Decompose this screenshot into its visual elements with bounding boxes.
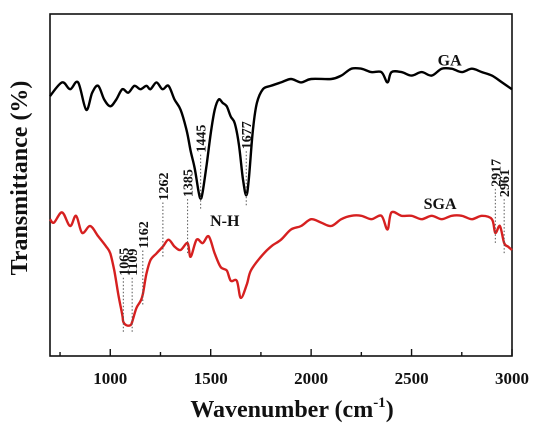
x-tick-label-1000: 1000	[93, 369, 127, 388]
x-tick-label-3000: 3000	[495, 369, 529, 388]
series-line-sga	[49, 210, 513, 327]
x-axis-title: Wavenumber (cm-1)	[190, 395, 393, 423]
x-tick-label-2000: 2000	[294, 369, 328, 388]
peak-label-1445: 1445	[195, 125, 210, 153]
x-axis-title-close: )	[386, 397, 394, 423]
peak-label-1109: 1109	[126, 249, 141, 276]
plot-area	[49, 13, 513, 357]
x-tick-label-2500: 2500	[395, 369, 429, 388]
peak-label-1162: 1162	[137, 221, 152, 248]
y-axis-title: Transmittance (%)	[7, 81, 33, 276]
x-axis-title-main: Wavenumber (cm	[190, 397, 373, 423]
series-label-sga: SGA	[424, 196, 457, 213]
series-layer	[49, 66, 513, 327]
series-line-ga	[49, 66, 513, 200]
axis-layer: 1000 1500 2000 2500 3000	[59, 349, 529, 388]
peak-label-2961: 2961	[498, 169, 513, 197]
peak-label-1065: 1065	[117, 248, 132, 276]
peak-label-1262: 1262	[157, 173, 172, 201]
band-label-nh: N-H	[210, 213, 240, 230]
x-axis-title-exponent: -1	[373, 395, 386, 411]
peak-label-1385: 1385	[182, 169, 197, 197]
peak-label-1677: 1677	[240, 121, 255, 149]
plot-frame	[49, 13, 513, 357]
x-tick-label-1500: 1500	[194, 369, 228, 388]
peak-label-2917: 2917	[489, 159, 504, 187]
series-label-ga: GA	[438, 52, 462, 69]
